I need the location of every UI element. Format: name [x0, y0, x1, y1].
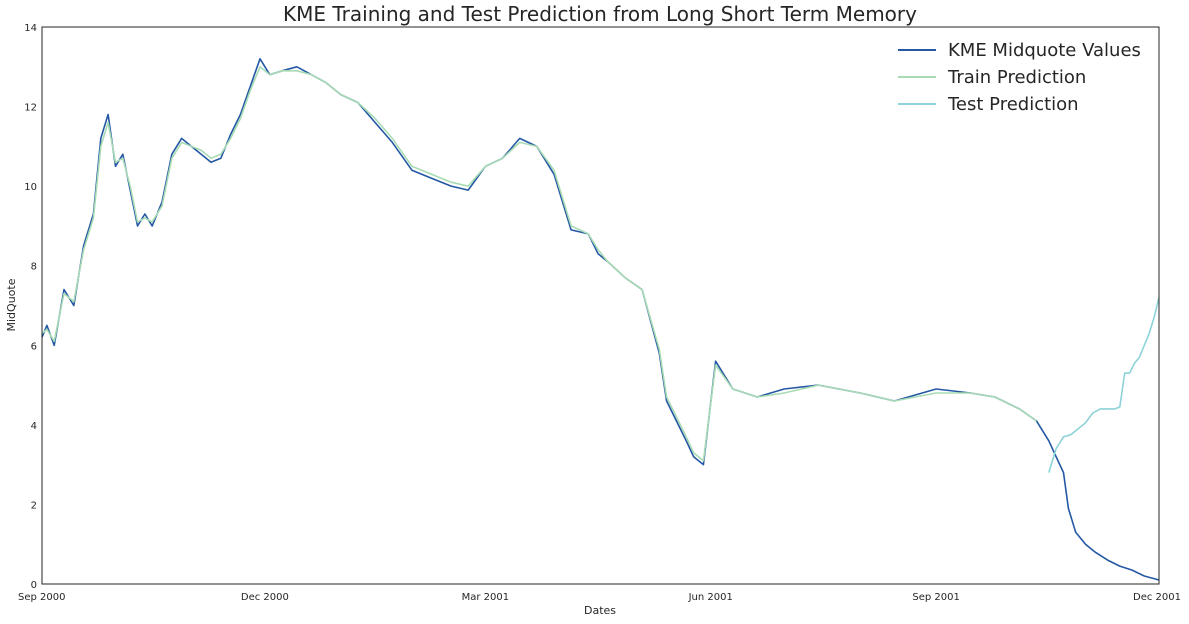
- x-tick-label: Dec 2001: [1133, 592, 1181, 603]
- y-axis-label: MidQuote: [5, 278, 18, 331]
- x-tick-label: Sep 2001: [912, 592, 959, 603]
- y-tick-label: 6: [31, 341, 37, 352]
- series-line-2: [1048, 297, 1160, 473]
- y-tick-label: 4: [31, 421, 37, 432]
- y-tick-label: 10: [24, 182, 37, 193]
- y-tick-label: 14: [24, 23, 37, 34]
- x-tick-label: Jun 2001: [688, 592, 733, 603]
- y-tick-label: 12: [24, 103, 37, 114]
- legend-label: KME Midquote Values: [948, 40, 1141, 61]
- x-tick-label: Dec 2000: [241, 592, 289, 603]
- legend-label: Train Prediction: [947, 67, 1086, 88]
- legend: KME Midquote Values Train Prediction Test …: [898, 40, 1141, 115]
- series-layer: [41, 57, 1160, 581]
- plot-frame: [41, 26, 1160, 585]
- y-tick-label: 2: [31, 500, 37, 511]
- x-axis-ticks: Sep 2000 Dec 2000 Mar 2001 Jun 2001 Sep 2001…: [18, 592, 1181, 603]
- x-tick-label: Sep 2000: [18, 592, 65, 603]
- legend-label: Test Prediction: [947, 94, 1079, 115]
- y-axis-ticks: 0 2 4 6 8 10 12 14: [24, 23, 37, 591]
- x-tick-label: Mar 2001: [462, 592, 510, 603]
- series-line-1: [41, 66, 1037, 462]
- x-axis-label: Dates: [584, 604, 616, 617]
- y-tick-label: 8: [31, 262, 37, 273]
- y-tick-label: 0: [31, 580, 37, 591]
- chart-title: KME Training and Test Prediction from Lo…: [283, 2, 917, 26]
